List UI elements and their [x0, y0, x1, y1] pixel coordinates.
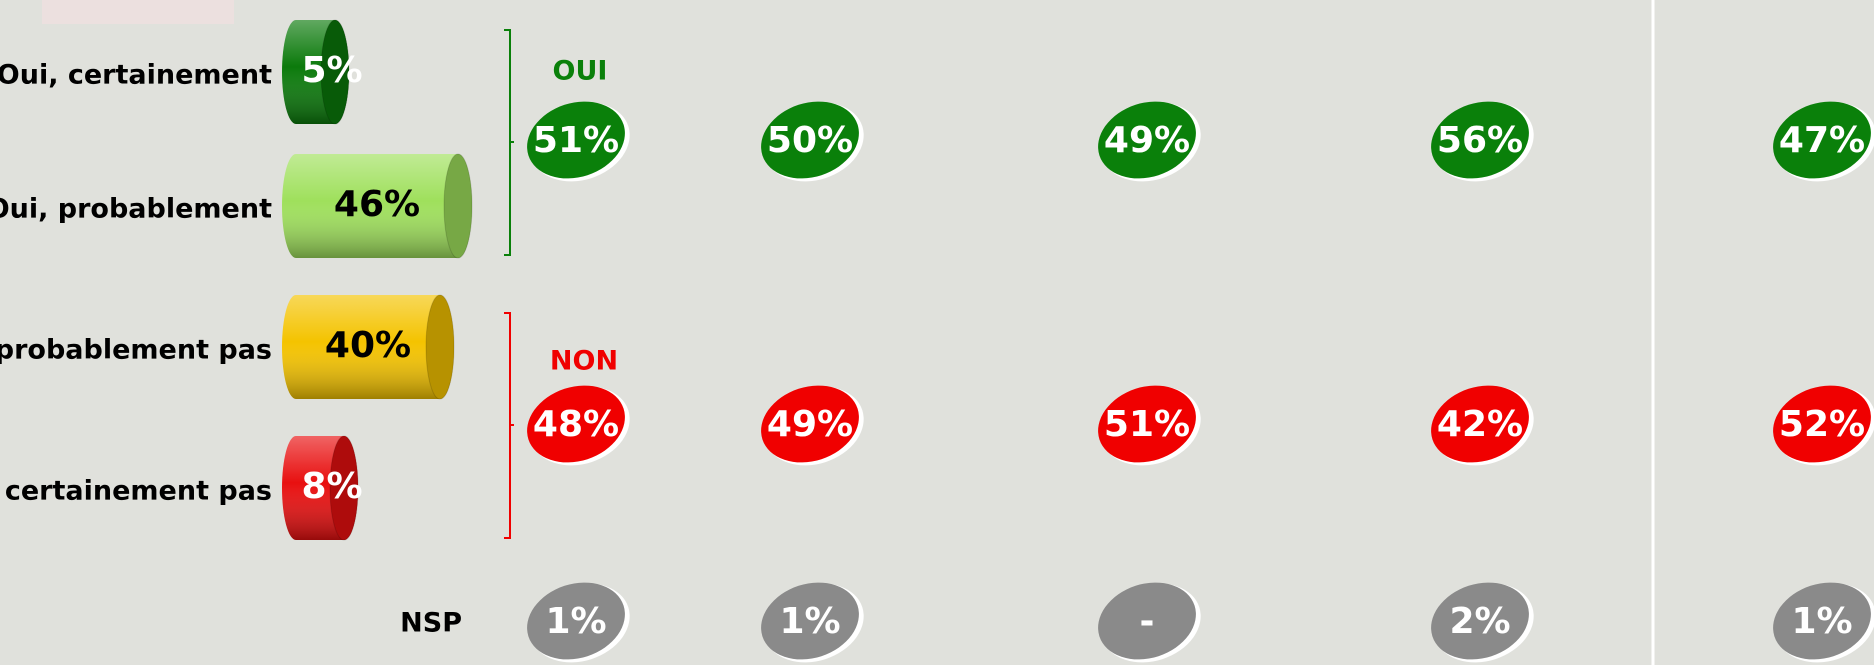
- summary-row-name: OUI: [553, 56, 608, 87]
- cylinder: [282, 294, 455, 400]
- oval: [1431, 385, 1529, 463]
- bar-value-label: 5%: [301, 50, 362, 91]
- cylinder-cap-shade: [426, 295, 454, 399]
- oval-label: 1%: [1791, 601, 1852, 642]
- oval: [1431, 582, 1529, 660]
- summary-row-name: NON: [550, 346, 618, 377]
- oval: [761, 385, 859, 463]
- cylinder-cap-shade: [444, 154, 472, 258]
- logo-fragment: [42, 0, 234, 24]
- oval-label: 49%: [1104, 120, 1190, 161]
- category-label: Oui, probablement: [0, 194, 272, 225]
- oval-label: 42%: [1437, 404, 1523, 445]
- cylinder-cap: [329, 435, 359, 541]
- oval-label: 52%: [1779, 404, 1865, 445]
- summary-row-name: NSP: [400, 608, 462, 639]
- cylinder-cap-shade: [330, 436, 358, 540]
- cylinder: [282, 19, 350, 125]
- cylinder-cap: [425, 294, 455, 400]
- cylinder-shade: [282, 295, 454, 399]
- oval: [527, 101, 625, 179]
- oval: [1773, 582, 1871, 660]
- cylinder-shade: [282, 154, 472, 258]
- oval: [1431, 101, 1529, 179]
- bar-value-label: 8%: [301, 466, 362, 507]
- oval: [1098, 582, 1196, 660]
- oval-label: 50%: [767, 120, 853, 161]
- bracket-non: [504, 312, 514, 539]
- oval-label: 48%: [533, 404, 619, 445]
- bar-value-label: 46%: [334, 184, 420, 225]
- category-label: probablement pas: [0, 335, 272, 366]
- oval: [761, 101, 859, 179]
- cylinder-cap-shade: [321, 20, 349, 124]
- bar-value-label: 40%: [325, 325, 411, 366]
- oval: [527, 582, 625, 660]
- cylinder: [282, 153, 473, 259]
- category-label: Oui, certainement: [0, 60, 272, 91]
- oval: [761, 582, 859, 660]
- oval-label: 51%: [533, 120, 619, 161]
- oval-label: 51%: [1104, 404, 1190, 445]
- cylinder-cap: [443, 153, 473, 259]
- oval-label: 47%: [1779, 120, 1865, 161]
- cylinder-cap: [320, 19, 350, 125]
- oval: [527, 385, 625, 463]
- oval: [1773, 101, 1871, 179]
- bracket-oui: [504, 29, 514, 256]
- oval-label: 49%: [767, 404, 853, 445]
- oval-label: 56%: [1437, 120, 1523, 161]
- oval-label: -: [1140, 601, 1155, 642]
- oval: [1773, 385, 1871, 463]
- cylinder: [282, 435, 359, 541]
- oval: [1098, 385, 1196, 463]
- oval-label: 2%: [1449, 601, 1510, 642]
- category-label: , certainement pas: [0, 476, 272, 507]
- oval-label: 1%: [545, 601, 606, 642]
- oval: [1098, 101, 1196, 179]
- oval-label: 1%: [779, 601, 840, 642]
